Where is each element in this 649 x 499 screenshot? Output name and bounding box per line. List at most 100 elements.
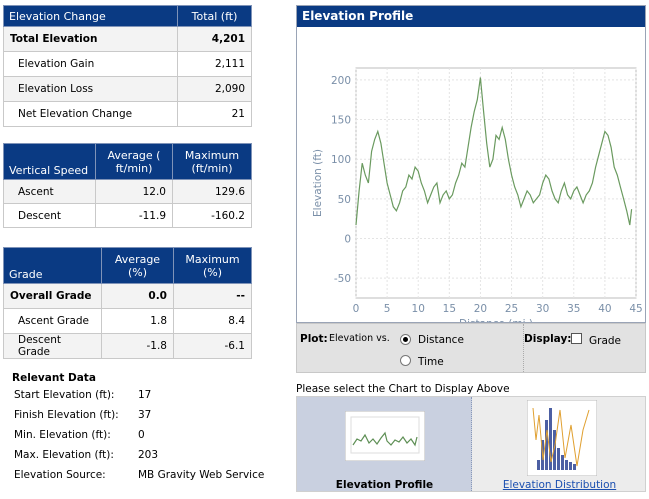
table-row: Descent Grade -1.8 -6.1 <box>3 333 252 359</box>
header-vertical-speed: Vertical Speed <box>3 143 96 180</box>
header-total: Total (ft) <box>177 5 252 27</box>
header-maximum: Maximum (ft/min) <box>172 143 252 180</box>
distance-radio[interactable] <box>400 334 411 345</box>
elevation-chart[interactable]: 0 5 10 15 20 25 30 35 40 45 -50 0 50 100 150 200 Distanc… <box>297 27 645 322</box>
row-label: Ascent Grade <box>3 308 102 334</box>
list-item: Max. Elevation (ft): 203 <box>12 449 264 469</box>
profile-thumbnail-image <box>345 411 425 461</box>
item-value: 17 <box>138 389 152 401</box>
thumb-elevation-distribution[interactable]: Elevation Distribution <box>472 397 647 491</box>
row-avg: 0.0 <box>101 283 174 309</box>
distance-option-label[interactable]: Distance <box>418 334 464 346</box>
item-value: 37 <box>138 409 152 421</box>
list-item: Start Elevation (ft): 17 <box>12 389 264 409</box>
row-max: 8.4 <box>173 308 252 334</box>
table-row: Total Elevation 4,201 <box>3 26 252 52</box>
x-tick-label: 25 <box>505 303 518 315</box>
plot-label: Plot: <box>300 333 328 345</box>
row-label: Overall Grade <box>3 283 102 309</box>
vertical-speed-table: Vertical Speed Average ( ft/min) Maximum… <box>3 143 252 228</box>
y-tick-label: -50 <box>334 273 351 285</box>
y-tick-label: 100 <box>331 154 351 166</box>
list-item: Elevation Source: MB Gravity Web Service <box>12 469 264 489</box>
y-axis-label: Elevation (ft) <box>312 149 324 217</box>
relevant-data-heading: Relevant Data <box>12 372 96 384</box>
y-tick-label: 200 <box>331 75 351 87</box>
x-tick-label: 30 <box>536 303 549 315</box>
row-label: Net Elevation Change <box>3 101 178 127</box>
row-value: 2,090 <box>177 76 252 102</box>
vs-label: Elevation vs. <box>329 333 390 344</box>
thumb-profile-label: Elevation Profile <box>335 479 434 491</box>
time-radio[interactable] <box>400 355 411 366</box>
row-value: 2,111 <box>177 51 252 77</box>
table-row: Overall Grade 0.0 -- <box>3 283 252 309</box>
x-tick-label: 15 <box>443 303 456 315</box>
table-row: Ascent Grade 1.8 8.4 <box>3 308 252 334</box>
item-label: Min. Elevation (ft): <box>14 429 111 441</box>
list-item: Finish Elevation (ft): 37 <box>12 409 264 429</box>
elevation-series-line <box>355 77 633 226</box>
elevation-change-table: Elevation Change Total (ft) Total Elevat… <box>3 5 252 127</box>
row-label: Descent <box>3 203 96 228</box>
grade-checkbox[interactable] <box>571 333 582 344</box>
grade-table: Grade Average (%) Maximum (%) Overall Gr… <box>3 247 252 359</box>
header-elevation-change: Elevation Change <box>3 5 178 27</box>
x-tick-label: 35 <box>567 303 580 315</box>
table-row: Descent -11.9 -160.2 <box>3 203 252 228</box>
row-label: Elevation Gain <box>3 51 178 77</box>
table-row: Net Elevation Change 21 <box>3 101 252 127</box>
grade-option-label[interactable]: Grade <box>589 335 622 347</box>
header-average: Average (%) <box>101 247 174 284</box>
item-value: 203 <box>138 449 159 461</box>
row-label: Ascent <box>3 179 96 204</box>
thumb-elevation-profile[interactable]: Elevation Profile <box>297 397 472 491</box>
y-tick-label: 0 <box>344 234 351 246</box>
row-label: Total Elevation <box>3 26 178 52</box>
table-row: Elevation Gain 2,111 <box>3 51 252 77</box>
table-row: Elevation Loss 2,090 <box>3 76 252 102</box>
row-label: Elevation Loss <box>3 76 178 102</box>
header-average: Average ( ft/min) <box>95 143 173 180</box>
row-max: 129.6 <box>172 179 252 204</box>
select-chart-note: Please select the Chart to Display Above <box>296 383 510 395</box>
x-tick-label: 45 <box>629 303 642 315</box>
display-label: Display: <box>524 333 572 345</box>
relevant-data: Relevant Data Start Elevation (ft): 17 F… <box>12 372 264 489</box>
distribution-thumbnail-image <box>527 400 597 476</box>
item-label: Elevation Source: <box>14 469 106 481</box>
controls-divider <box>523 324 524 372</box>
y-tick-label: 50 <box>338 194 351 206</box>
x-axis-label: Distance (mi ) <box>459 318 533 322</box>
elevation-distribution-link[interactable]: Elevation Distribution <box>502 479 617 491</box>
x-tick-label: 5 <box>384 303 391 315</box>
header-grade: Grade <box>3 247 102 284</box>
time-option-label[interactable]: Time <box>418 356 444 368</box>
table-row: Ascent 12.0 129.6 <box>3 179 252 204</box>
panel-title: Elevation Profile <box>297 6 645 27</box>
y-tick-label: 150 <box>331 115 351 127</box>
row-max: -6.1 <box>173 333 252 359</box>
row-value: 21 <box>177 101 252 127</box>
chart-thumbnails: Elevation Profile Elevation Distribution <box>296 396 646 492</box>
row-value: 4,201 <box>177 26 252 52</box>
row-max: -160.2 <box>172 203 252 228</box>
item-value: MB Gravity Web Service <box>138 469 265 481</box>
row-label: Descent Grade <box>3 333 102 359</box>
list-item: Min. Elevation (ft): 0 <box>12 429 264 449</box>
x-tick-label: 20 <box>474 303 487 315</box>
elevation-profile-panel: Elevation Profile 0 5 10 15 20 25 30 35 40 45 -50 0… <box>296 5 646 323</box>
x-tick-label: 40 <box>598 303 611 315</box>
item-value: 0 <box>138 429 145 441</box>
row-avg: 12.0 <box>95 179 173 204</box>
plot-area <box>355 67 637 299</box>
row-avg: -1.8 <box>101 333 174 359</box>
header-maximum: Maximum (%) <box>173 247 252 284</box>
row-max: -- <box>173 283 252 309</box>
x-tick-label: 10 <box>412 303 425 315</box>
row-avg: -11.9 <box>95 203 173 228</box>
item-label: Start Elevation (ft): <box>14 389 115 401</box>
plot-controls: Plot: Elevation vs. Distance Time Displa… <box>296 323 646 373</box>
item-label: Max. Elevation (ft): <box>14 449 114 461</box>
x-tick-label: 0 <box>353 303 360 315</box>
